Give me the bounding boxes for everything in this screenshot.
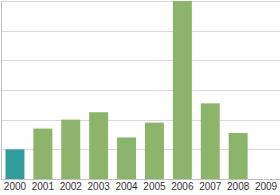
grid	[1, 2, 280, 180]
x-tick-label: 2007	[199, 181, 222, 192]
x-tick: 2004	[115, 181, 138, 192]
bar	[89, 112, 108, 179]
plot: 2000 2001 2002 2003 2004 2005 2006 2007 2008 2009	[1, 1, 280, 192]
grid-line	[1, 60, 280, 61]
x-tick: 2003	[88, 181, 111, 192]
x-tick-label: 2001	[32, 181, 55, 192]
x-tick-label: 2002	[60, 181, 83, 192]
bar	[145, 123, 164, 179]
x-tick: 2008	[227, 181, 250, 192]
x-tick-label: 2008	[227, 181, 250, 192]
y-axis	[1, 2, 3, 180]
x-tick-label: 2009	[255, 181, 278, 192]
bar	[201, 103, 220, 179]
chart: 2000 2001 2002 2003 2004 2005 2006 2007 2008 2009	[0, 0, 280, 195]
grid-line	[1, 90, 280, 91]
x-axis: 2000 2001 2002 2003 2004 2005 2006 2007 2008 2009	[2, 180, 280, 193]
x-tick: 2000	[4, 181, 27, 192]
grid-line	[1, 1, 280, 2]
bars	[5, 1, 247, 179]
x-axis-line	[2, 179, 280, 180]
y-axis-line	[1, 2, 2, 180]
bar	[61, 120, 80, 179]
bar	[5, 149, 24, 179]
x-tick-label: 2000	[4, 181, 27, 192]
grid-line	[1, 120, 280, 121]
x-tick-label: 2004	[115, 181, 138, 192]
x-tick: 2001	[32, 181, 55, 192]
x-tick: 2007	[199, 181, 222, 192]
grid-line	[1, 179, 280, 180]
grid-line	[1, 31, 280, 32]
bar	[229, 133, 248, 179]
x-tick: 2005	[143, 181, 166, 192]
bar	[173, 1, 192, 179]
x-tick-label: 2003	[88, 181, 111, 192]
x-tick-label: 2006	[171, 181, 194, 192]
bar	[117, 137, 136, 179]
x-tick: 2009	[255, 181, 278, 192]
x-tick-label: 2005	[143, 181, 166, 192]
x-tick: 2006	[171, 181, 194, 192]
x-tick: 2002	[60, 181, 83, 192]
bar	[33, 129, 52, 179]
